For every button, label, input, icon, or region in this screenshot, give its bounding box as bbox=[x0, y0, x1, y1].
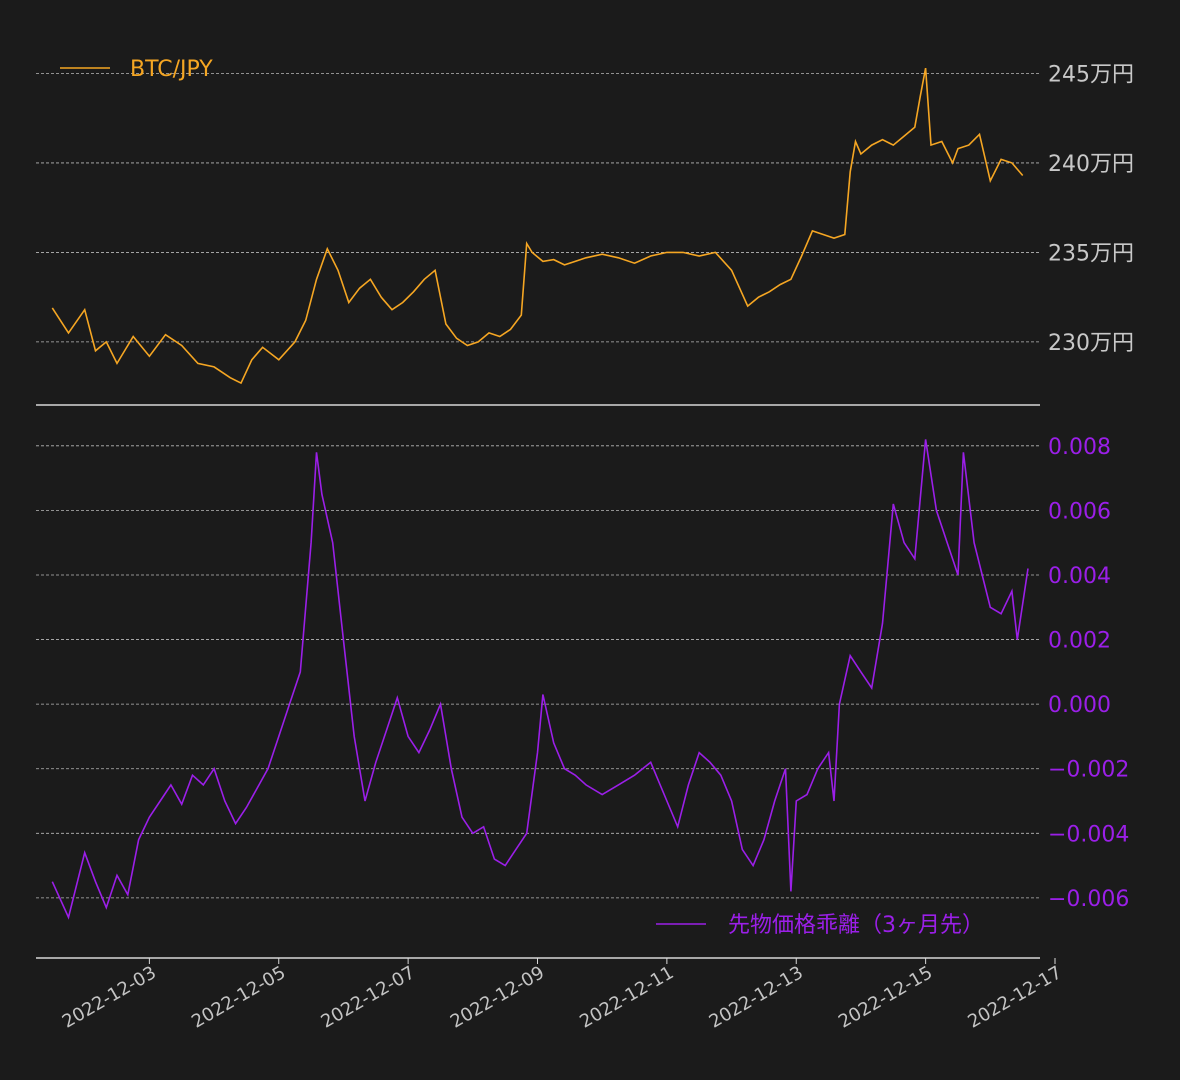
btc-jpy-line bbox=[51, 67, 1024, 385]
top-y-tick-label: 230万円 bbox=[1048, 331, 1134, 356]
x-tick-label: 2022-12-17 bbox=[964, 962, 1065, 1032]
top-y-tick-labels: 230万円 235万円 240万円 245万円 bbox=[1048, 62, 1134, 355]
x-tick-label: 2022-12-09 bbox=[447, 962, 548, 1032]
top-gridlines bbox=[36, 73, 1040, 343]
x-tick-labels: 2022-12-03 2022-12-05 2022-12-07 2022-12-09… bbox=[59, 958, 1066, 1033]
bottom-y-tick-label: 0.008 bbox=[1048, 435, 1111, 460]
bottom-y-tick-label: 0.006 bbox=[1048, 499, 1111, 524]
top-legend-label: BTC/JPY bbox=[130, 57, 213, 82]
bottom-y-tick-labels: −0.006 −0.004 −0.002 0.000 0.002 0.004 0.006 0.… bbox=[1048, 435, 1129, 912]
bottom-legend: 先物価格乖離（3ヶ月先） bbox=[656, 913, 984, 938]
bottom-gridlines bbox=[36, 445, 1040, 899]
bottom-y-tick-label: 0.000 bbox=[1048, 693, 1111, 718]
top-legend: BTC/JPY bbox=[60, 57, 213, 82]
bottom-y-tick-label: −0.002 bbox=[1048, 758, 1129, 783]
futures-premium-panel: −0.006 −0.004 −0.002 0.000 0.002 0.004 0.006 0.… bbox=[36, 435, 1129, 938]
x-tick-label: 2022-12-11 bbox=[576, 962, 677, 1032]
x-tick-label: 2022-12-05 bbox=[188, 962, 289, 1032]
top-y-tick-label: 245万円 bbox=[1048, 62, 1134, 87]
bottom-y-tick-label: 0.002 bbox=[1048, 629, 1111, 654]
bottom-legend-label: 先物価格乖離（3ヶ月先） bbox=[728, 913, 984, 938]
x-tick-label: 2022-12-03 bbox=[59, 962, 160, 1032]
x-tick-label: 2022-12-07 bbox=[318, 962, 419, 1032]
top-y-tick-label: 240万円 bbox=[1048, 152, 1134, 177]
top-y-tick-label: 235万円 bbox=[1048, 241, 1134, 266]
x-tick-label: 2022-12-15 bbox=[835, 962, 936, 1032]
bottom-y-tick-label: 0.004 bbox=[1048, 564, 1111, 589]
futures-premium-line bbox=[51, 439, 1029, 920]
bottom-y-tick-label: −0.004 bbox=[1048, 822, 1129, 847]
btc-jpy-panel: 230万円 235万円 240万円 245万円 BTC/JPY bbox=[36, 57, 1134, 385]
bottom-y-tick-label: −0.006 bbox=[1048, 887, 1129, 912]
x-tick-label: 2022-12-13 bbox=[706, 962, 807, 1032]
